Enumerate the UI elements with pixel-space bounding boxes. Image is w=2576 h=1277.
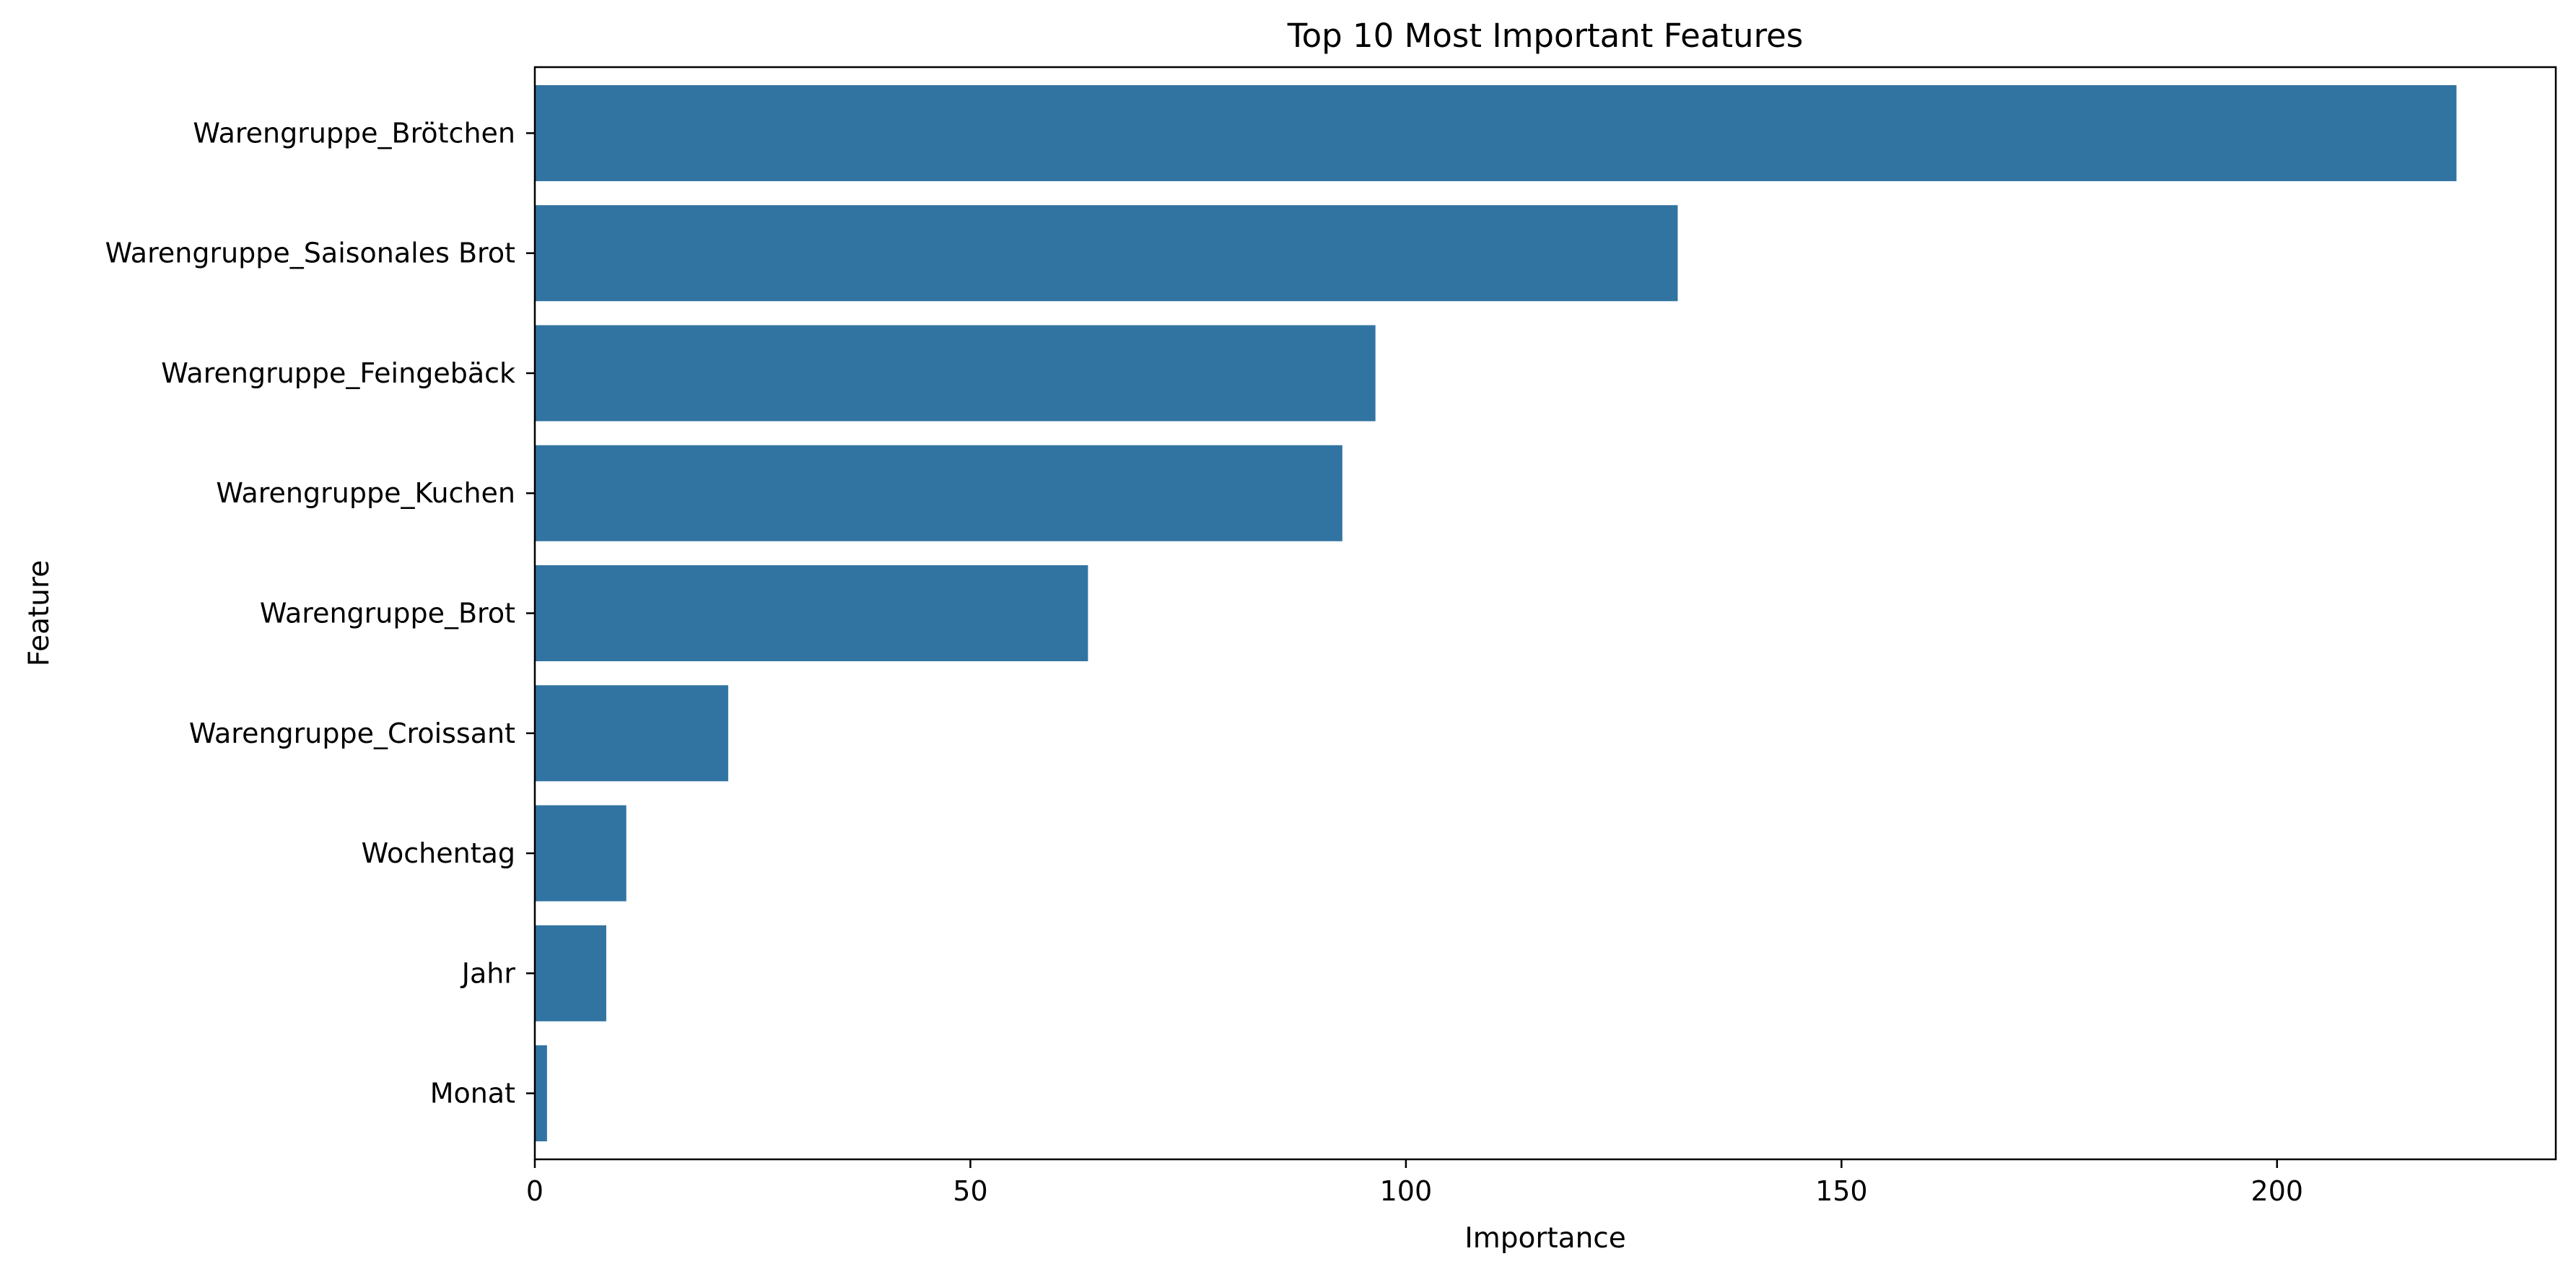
bar [535, 685, 728, 782]
y-tick-label: Warengruppe_Croissant [189, 718, 515, 749]
x-tick-label: 50 [953, 1175, 987, 1207]
x-axis-ticks: 0 50 100 150 200 [526, 1159, 2303, 1207]
bar [535, 805, 626, 902]
y-axis-ticks: Warengruppe_Brötchen Warengruppe_Saisonal… [105, 117, 535, 1110]
bar [535, 325, 1376, 422]
bar [535, 445, 1342, 541]
y-tick-label: Warengruppe_Brötchen [193, 117, 515, 149]
bar [535, 84, 2457, 181]
bar [535, 565, 1088, 662]
y-tick-label: Jahr [460, 957, 516, 989]
x-tick-label: 150 [1815, 1175, 1868, 1207]
bar [535, 205, 1678, 302]
plot-frame [533, 66, 2557, 1161]
x-tick-label: 200 [2251, 1175, 2304, 1207]
y-axis-label: Feature [23, 560, 56, 666]
x-tick-label: 100 [1380, 1175, 1433, 1207]
bar [535, 1045, 547, 1142]
chart-title: Top 10 Most Important Features [1287, 17, 1803, 55]
y-tick-label: Warengruppe_Feingebäck [161, 357, 515, 389]
bar [535, 925, 606, 1021]
y-tick-label: Warengruppe_Brot [260, 598, 515, 629]
y-tick-label: Warengruppe_Kuchen [216, 477, 515, 509]
y-tick-label: Wochentag [362, 837, 515, 869]
bars-group [535, 84, 2457, 1142]
y-tick-label: Monat [430, 1078, 515, 1110]
y-tick-label: Warengruppe_Saisonales Brot [105, 237, 515, 269]
x-tick-label: 0 [526, 1175, 543, 1207]
x-axis-label: Importance [1464, 1222, 1626, 1255]
